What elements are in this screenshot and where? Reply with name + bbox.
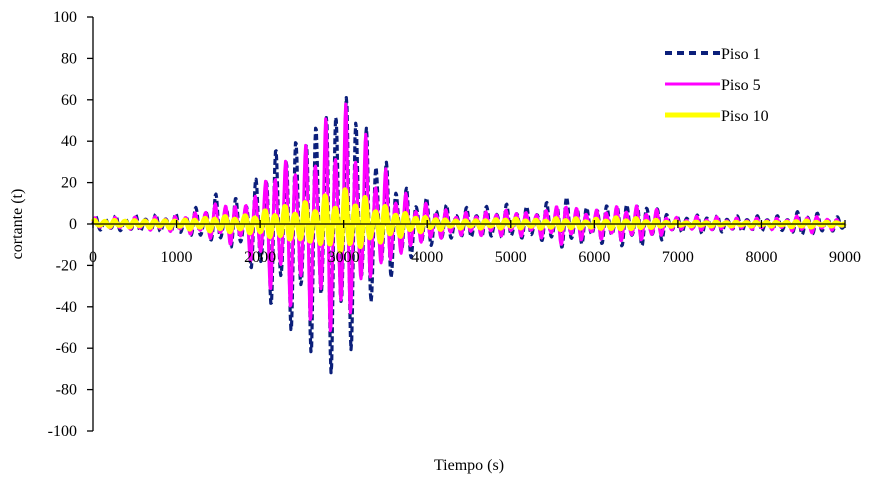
y-tick-label: 0 (69, 216, 77, 233)
x-ticks: 0 1000 2000 3000 4000 5000 6000 7000 8000 9000 (89, 220, 861, 266)
legend-label-piso-1: Piso 1 (721, 46, 761, 63)
x-axis-title: Tiempo (s) (434, 457, 504, 474)
legend-label-piso-10: Piso 10 (721, 108, 769, 125)
x-tick-label: 7000 (662, 249, 694, 266)
series-line-piso-10 (90, 187, 847, 254)
y-tick-label: -100 (48, 423, 77, 440)
y-tick-label: -40 (56, 299, 77, 316)
y-tick-label: 100 (53, 9, 77, 26)
x-tick-label: 3000 (328, 249, 360, 266)
y-tick-label: 60 (61, 92, 77, 109)
y-tick-label: 80 (61, 50, 77, 67)
x-tick-label: 9000 (829, 249, 861, 266)
y-ticks: 100 80 60 40 20 0 -20 -40 -60 -80 -100 (48, 9, 93, 440)
y-axis-title: cortante (t) (9, 189, 26, 260)
y-tick-label: 40 (61, 133, 77, 150)
x-tick-label: 1000 (161, 249, 193, 266)
x-tick-label: 8000 (745, 249, 777, 266)
series-line-piso-1 (91, 95, 847, 375)
legend-label-piso-5: Piso 5 (721, 77, 761, 94)
x-tick-label: 0 (89, 249, 97, 266)
x-tick-label: 2000 (244, 249, 276, 266)
y-tick-label: -20 (56, 257, 77, 274)
legend: Piso 1 Piso 5 Piso 10 (665, 46, 769, 125)
x-tick-label: 5000 (495, 249, 527, 266)
x-tick-label: 6000 (578, 249, 610, 266)
y-tick-label: -60 (56, 340, 77, 357)
y-tick-label: 20 (61, 175, 77, 192)
y-tick-label: -80 (56, 382, 77, 399)
x-tick-label: 4000 (411, 249, 443, 266)
plot-series (90, 95, 847, 375)
